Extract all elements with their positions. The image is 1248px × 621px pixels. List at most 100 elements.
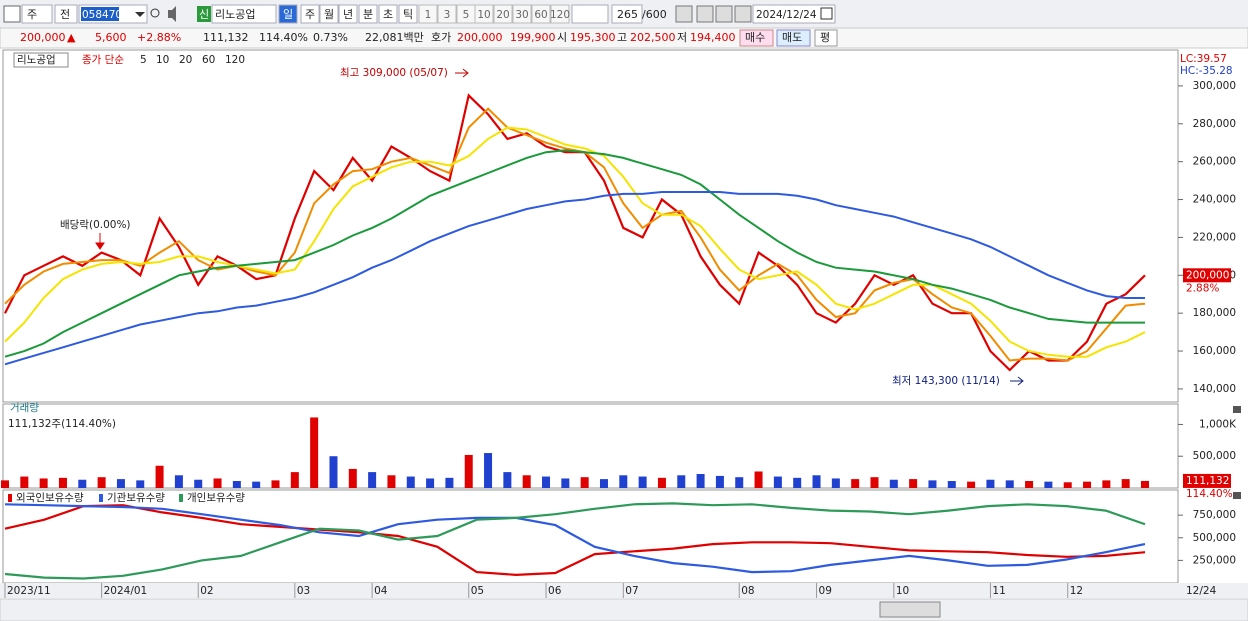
unit-button[interactable] [278, 4, 298, 24]
interval-select[interactable] [571, 4, 609, 24]
volume: 111,132 [203, 31, 249, 44]
current-price: 200,000 [1186, 269, 1229, 281]
interval-button[interactable] [512, 4, 532, 24]
ask-label: 호가 [431, 31, 451, 44]
y-tick-label: 250,000 [1193, 554, 1236, 566]
volume-bar [348, 468, 357, 488]
interval-button[interactable] [493, 4, 513, 24]
settings-icon[interactable] [734, 5, 752, 23]
volume-bar [928, 480, 937, 488]
dividend-annotation: 배당락(0.00%) [60, 219, 131, 231]
legend-label: 종가 단순 [82, 54, 124, 66]
close-icon[interactable] [1233, 492, 1241, 499]
volume-bar [78, 479, 87, 488]
series-line [4, 503, 1146, 574]
legend-entry: 20 [179, 54, 192, 66]
date-input[interactable] [752, 4, 836, 24]
amount: 22,081백만 [365, 31, 424, 44]
date: 2024/12/24 [756, 9, 817, 21]
volume-bar [58, 477, 67, 488]
search-icon[interactable] [150, 8, 160, 18]
volume-bar [155, 465, 164, 488]
sound-icon[interactable] [168, 6, 176, 22]
volume-bar [213, 478, 222, 488]
unit-label: 틱 [403, 8, 413, 21]
volume-bar [870, 477, 879, 488]
unit-label: 년 [343, 8, 353, 21]
legend-swatch [8, 494, 12, 502]
buy-button[interactable] [739, 29, 774, 47]
badge-box [197, 6, 211, 22]
volume-bar [696, 474, 705, 488]
volume-bar [406, 476, 415, 488]
interval-label: 60 [534, 9, 547, 21]
save-icon[interactable] [715, 5, 733, 23]
close-icon[interactable] [1233, 406, 1241, 413]
interval-button[interactable] [437, 4, 457, 24]
menu-icon[interactable] [3, 5, 21, 23]
sell-button[interactable] [776, 29, 811, 47]
scroll-bar[interactable] [0, 598, 1248, 621]
volume-bar [967, 481, 976, 488]
volume-bar [1083, 481, 1092, 488]
unit-button[interactable] [398, 4, 418, 24]
y-tick-label: 500,000 [1193, 532, 1236, 544]
calendar-icon[interactable] [820, 7, 833, 20]
interval-button[interactable] [418, 4, 438, 24]
low: 194,400 [690, 31, 736, 44]
period-select[interactable] [21, 4, 53, 24]
series-line [4, 502, 1146, 580]
volume-bar [657, 477, 666, 488]
volume-bar [889, 479, 898, 488]
name-box [211, 4, 277, 24]
holdings-panel [2, 489, 1179, 584]
unit-button[interactable] [338, 4, 358, 24]
volume-bar [1, 480, 9, 488]
interval-button[interactable] [474, 4, 494, 24]
interval-button[interactable] [531, 4, 551, 24]
volume-bar [1121, 479, 1130, 488]
unit-button[interactable] [358, 4, 378, 24]
tool-icon[interactable] [675, 5, 693, 23]
y-tick-label: 140,000 [1193, 383, 1236, 395]
prev-button[interactable] [54, 4, 78, 24]
change-arrow: ▲ [67, 31, 76, 44]
x-tick-label: 07 [625, 585, 638, 597]
x-tick-label: 10 [896, 585, 909, 597]
tool-icon[interactable] [696, 5, 714, 23]
unit-button[interactable] [300, 4, 320, 24]
volume-bar [735, 477, 744, 488]
open-label: 시 [557, 31, 567, 44]
volume-bar [812, 475, 821, 488]
legend-entry: 5 [140, 54, 147, 66]
y-tick-label: 260,000 [1193, 156, 1236, 168]
interval-label: 5 [463, 9, 470, 21]
avg-button[interactable] [814, 29, 838, 47]
x-axis-strip [0, 583, 1248, 598]
series-line [4, 149, 1145, 358]
price: 200,000 [20, 31, 66, 44]
nav-buttons[interactable] [879, 601, 941, 618]
unit-button[interactable] [319, 4, 339, 24]
unit-button[interactable] [378, 4, 398, 24]
dropdown-arrow[interactable] [135, 12, 145, 17]
unit-label: 일 [283, 7, 293, 21]
x-tick-label: 11 [992, 585, 1005, 597]
volume-panel [2, 403, 1179, 489]
x-tick-label: 08 [741, 585, 754, 597]
y-tick-label: 300,000 [1193, 80, 1236, 92]
volume-bar [1102, 480, 1111, 488]
interval-button[interactable] [550, 4, 570, 24]
legend-entry: 기관보유수량 [107, 492, 165, 504]
stock-name: 리노공업 [215, 8, 255, 21]
volume-bar [522, 475, 531, 488]
volume-title: 거래량 [10, 402, 39, 414]
sell: 매도 [782, 31, 802, 44]
series-line [4, 191, 1145, 366]
series-line [4, 504, 1146, 577]
volume-bar [426, 478, 435, 488]
count-input[interactable] [611, 4, 643, 24]
volume-bar [232, 481, 241, 488]
legend-entry: 60 [202, 54, 215, 66]
volume-bar [715, 475, 724, 488]
